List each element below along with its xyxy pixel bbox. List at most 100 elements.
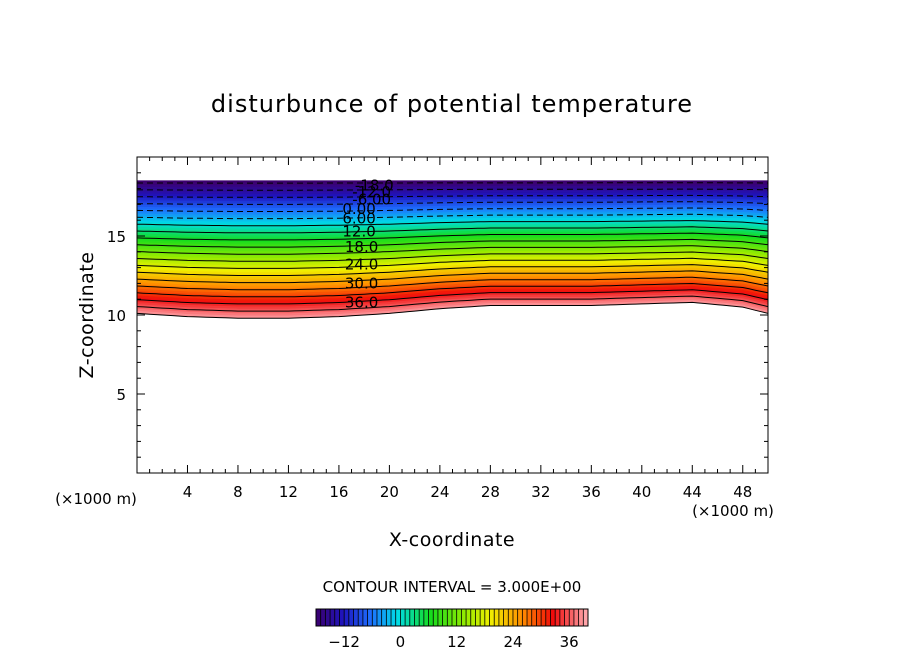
contour-line: [137, 188, 768, 191]
chart-title: disturbunce of potential temperature: [211, 90, 693, 118]
contour-line: [137, 301, 768, 319]
colorbar-cell: [573, 609, 579, 626]
colorbar-cell: [325, 609, 331, 626]
contour-label: -18.0: [355, 176, 394, 194]
contour-line: [137, 282, 768, 298]
contour-line: [137, 264, 768, 276]
contour-line: [137, 289, 768, 305]
colorbar-cell: [320, 609, 326, 626]
colorbar-cell: [461, 609, 467, 626]
contour-line: [137, 238, 768, 248]
colorbar-cell: [372, 609, 378, 626]
colorbar-cell: [559, 609, 565, 626]
contour-line: [137, 295, 768, 312]
colorbar-cell: [414, 609, 420, 626]
contour-label: -12.0: [352, 183, 391, 201]
y-axis-ticks: 5 10 15: [107, 172, 768, 458]
contour-label: 12.0: [342, 222, 375, 240]
colorbar-cell: [531, 609, 537, 626]
x-tick-label: 12: [279, 483, 298, 501]
x-axis-label: X-coordinate: [389, 529, 515, 551]
x-tick-label: 4: [183, 483, 193, 501]
colorbar-cell: [437, 609, 443, 626]
contour-label: 6.00: [342, 210, 375, 228]
colorbar-cell: [536, 609, 542, 626]
colorbar-cell: [381, 609, 387, 626]
x-tick-label: 20: [380, 483, 399, 501]
colorbar-cell: [480, 609, 486, 626]
contour-label: 24.0: [345, 255, 378, 273]
colorbar-cell: [484, 609, 490, 626]
colorbar-tick-label: 24: [503, 633, 522, 651]
x-tick-label: 28: [481, 483, 500, 501]
colorbar-cell: [395, 609, 401, 626]
contour-labels: -18.0-12.0-6.000.006.0012.018.024.030.03…: [342, 176, 393, 311]
colorbar-cell: [508, 609, 514, 626]
colorbar-cell: [348, 609, 354, 626]
colorbar-cell: [522, 609, 528, 626]
colorbar-cell: [386, 609, 392, 626]
colorbar-cell: [503, 609, 509, 626]
contour-line: [137, 207, 768, 212]
colorbar-cell: [339, 609, 345, 626]
colorbar-cell: [452, 609, 457, 626]
colorbar-cell: [405, 609, 411, 626]
contour-label: 0.00: [342, 200, 375, 218]
colorbar-tick-label: 12: [447, 633, 466, 651]
y-tick-label: 15: [107, 228, 126, 246]
contour-line: [137, 226, 768, 234]
colorbar: [315, 608, 589, 627]
colorbar-cell: [550, 609, 556, 626]
x-tick-label: 36: [582, 483, 601, 501]
x-tick-label: 32: [531, 483, 550, 501]
colorbar-cell: [433, 609, 439, 626]
colorbar-cell: [569, 609, 575, 626]
colorbar-cell: [583, 609, 589, 626]
colorbar-cell: [456, 609, 462, 626]
colorbar-tick-label: 0: [396, 633, 406, 651]
contour-lines: [137, 182, 768, 319]
colorbar-cell: [358, 609, 364, 626]
contour-label: 36.0: [345, 293, 378, 311]
colorbar-cell: [330, 609, 336, 626]
colorbar-cell: [316, 609, 321, 626]
contour-label: 30.0: [345, 274, 378, 292]
colorbar-cell: [391, 609, 397, 626]
colorbar-cell: [475, 609, 481, 626]
contour-line: [137, 251, 768, 262]
colorbar-cell: [517, 609, 523, 626]
colorbar-tick-label: 36: [560, 633, 579, 651]
y-tick-label: 5: [116, 386, 126, 404]
x-tick-label: 40: [632, 483, 651, 501]
colorbar-cell: [442, 609, 448, 626]
colorbar-ticks: −12 0 12 24 36: [328, 633, 578, 651]
contour-line: [137, 276, 768, 291]
x-axis-ticks: 4 8 12 16 20 24 28 32 36 40 44 48: [149, 157, 756, 501]
contour-line: [137, 201, 768, 205]
colorbar-cell: [400, 609, 406, 626]
contour-interval-text: CONTOUR INTERVAL = 3.000E+00: [323, 578, 582, 596]
colorbar-cell: [512, 609, 518, 626]
x-unit-label-left: (×1000 m): [55, 490, 137, 508]
contour-line: [137, 245, 768, 255]
colorbar-tick-label: −12: [328, 633, 360, 651]
contour-line: [137, 213, 768, 220]
x-tick-label: 44: [683, 483, 702, 501]
contour-line: [137, 270, 768, 284]
x-tick-label: 16: [329, 483, 348, 501]
colorbar-cell: [470, 609, 476, 626]
colorbar-cell: [447, 609, 453, 626]
x-tick-label: 24: [430, 483, 449, 501]
x-tick-label: 48: [733, 483, 752, 501]
contour-fill: [137, 180, 768, 319]
contour-line: [137, 257, 768, 269]
colorbar-cell: [527, 609, 533, 626]
colorbar-cell: [466, 609, 472, 626]
colorbar-cell: [423, 609, 429, 626]
colorbar-cell: [344, 609, 350, 626]
colorbar-cell: [489, 609, 495, 626]
colorbar-cell: [367, 609, 373, 626]
y-tick-label: 10: [107, 307, 126, 325]
contour-line: [137, 194, 768, 198]
y-axis-label: Z-coordinate: [76, 252, 98, 379]
